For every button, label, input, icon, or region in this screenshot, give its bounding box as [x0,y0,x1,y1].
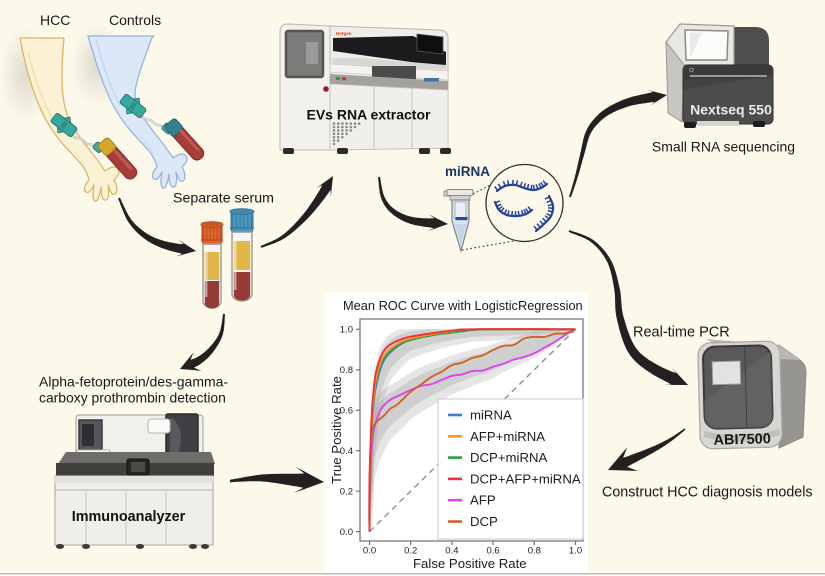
svg-text:Small RNA sequencing: Small RNA sequencing [652,138,795,154]
svg-text:Mean ROC Curve with LogisticRe: Mean ROC Curve with LogisticRegression [343,298,583,313]
svg-text:0.2: 0.2 [404,546,417,557]
svg-text:0.0: 0.0 [363,546,376,557]
svg-text:0.6: 0.6 [340,406,353,417]
svg-text:miRNA: miRNA [470,408,512,423]
svg-text:ABI7500: ABI7500 [713,431,771,448]
svg-text:DCP+AFP+miRNA: DCP+AFP+miRNA [470,471,581,486]
svg-text:carboxy prothrombin detection: carboxy prothrombin detection [39,390,226,406]
svg-text:0.6: 0.6 [486,546,499,557]
svg-text:DCP: DCP [470,514,498,529]
svg-text:EVs RNA extractor: EVs RNA extractor [307,107,432,123]
svg-text:Nextseq 550: Nextseq 550 [690,102,772,118]
svg-text:Construct HCC diagnosis models: Construct HCC diagnosis models [602,485,813,501]
svg-text:0.8: 0.8 [340,365,353,376]
svg-text:0.4: 0.4 [445,546,458,557]
svg-text:Controls: Controls [109,12,161,28]
svg-text:DCP+miRNA: DCP+miRNA [470,450,548,465]
svg-text:Separate serum: Separate serum [173,191,274,207]
svg-text:0.0: 0.0 [340,527,353,538]
svg-text:1.0: 1.0 [569,546,582,557]
svg-text:False Positive Rate: False Positive Rate [413,556,527,571]
svg-text:0.4: 0.4 [340,446,353,457]
svg-text:HCC: HCC [40,12,70,28]
svg-text:AFP+miRNA: AFP+miRNA [470,429,545,444]
svg-text:Real-time PCR: Real-time PCR [633,325,730,341]
svg-text:1.0: 1.0 [340,325,353,336]
svg-text:Immunoanalyzer: Immunoanalyzer [72,509,186,525]
svg-text:0.8: 0.8 [528,546,541,557]
svg-text:0.2: 0.2 [340,486,353,497]
svg-text:AFP: AFP [470,493,496,508]
svg-text:miRNA: miRNA [445,164,490,179]
svg-text:Alpha-fetoprotein/des-gamma-: Alpha-fetoprotein/des-gamma- [39,374,228,390]
svg-text:True Positive Rate: True Positive Rate [329,376,344,484]
svg-text:Hotgen: Hotgen [336,31,352,36]
